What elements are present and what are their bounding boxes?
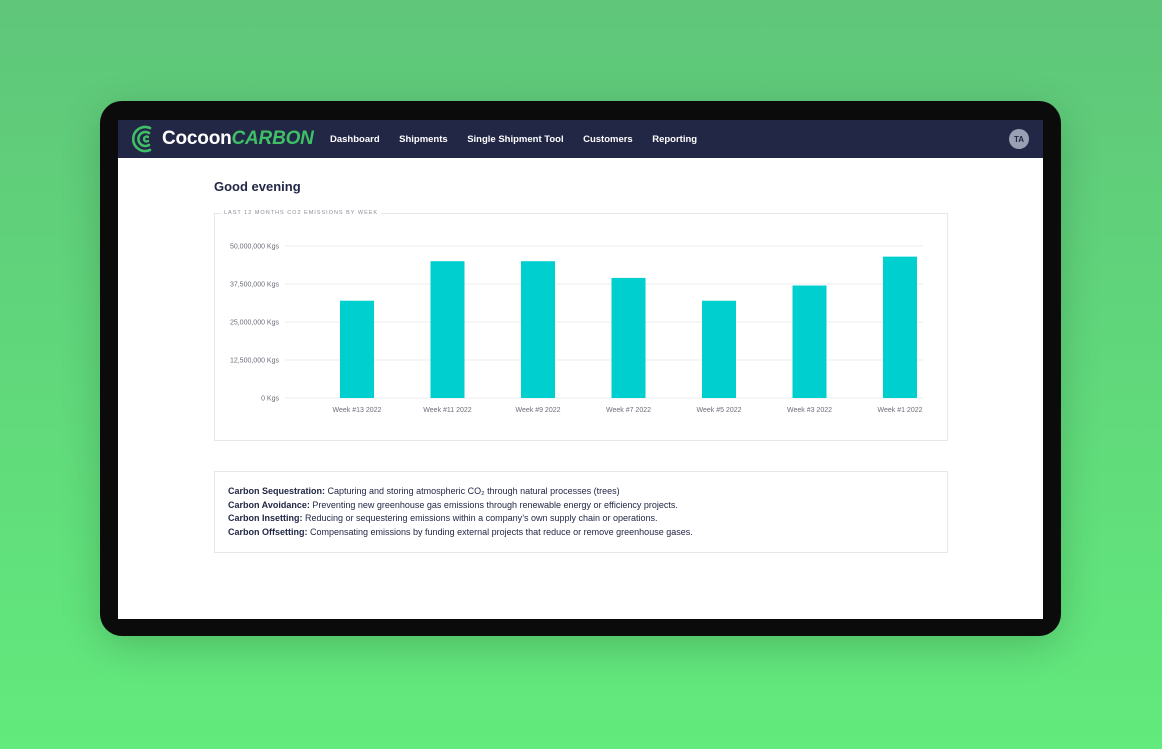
page-greeting: Good evening: [214, 179, 301, 194]
x-tick-label: Week #11 2022: [423, 407, 471, 414]
chart-title: LAST 12 MONTHS CO2 EMISSIONS BY WEEK: [221, 210, 382, 216]
cocoon-logo-icon: [131, 125, 152, 153]
user-avatar[interactable]: TA: [1009, 129, 1029, 149]
x-tick-label: Week #3 2022: [787, 407, 832, 414]
nav-single-shipment-tool[interactable]: Single Shipment Tool: [467, 133, 564, 145]
x-tick-label: Week #5 2022: [696, 407, 741, 414]
emissions-bar-chart: 50,000,000 Kgs 37,500,000 Kgs 25,000,000 K…: [230, 244, 923, 414]
main-nav: Dashboard Shipments Single Shipment Tool…: [330, 120, 717, 158]
y-tick-label: 25,000,000 Kgs: [230, 320, 280, 327]
y-tick-label: 37,500,000 Kgs: [230, 282, 280, 289]
bar[interactable]: [702, 300, 736, 398]
y-tick-label: 12,500,000 Kgs: [230, 358, 280, 365]
emissions-chart-card: 50,000,000 Kgs 37,500,000 Kgs 25,000,000 K…: [214, 210, 948, 441]
bar[interactable]: [792, 285, 827, 398]
definition-item: Carbon Insetting: Reducing or sequesteri…: [228, 512, 693, 526]
tablet-frame: CocoonCARBON Dashboard Shipments Single …: [100, 101, 1061, 636]
definition-item: Carbon Offsetting: Compensating emission…: [228, 526, 693, 540]
bar[interactable]: [521, 261, 555, 398]
bar[interactable]: [340, 300, 374, 398]
y-tick-label: 50,000,000 Kgs: [230, 244, 280, 251]
definitions-list: Carbon Sequestration: Capturing and stor…: [228, 485, 693, 539]
definition-text: Capturing and storing atmospheric CO₂ th…: [325, 486, 620, 496]
bar[interactable]: [430, 261, 465, 398]
definitions-card: Carbon Sequestration: Capturing and stor…: [214, 471, 948, 553]
nav-shipments[interactable]: Shipments: [399, 133, 448, 145]
nav-dashboard[interactable]: Dashboard: [330, 133, 380, 145]
x-tick-label: Week #13 2022: [333, 407, 382, 414]
definition-term: Carbon Avoidance:: [228, 499, 310, 510]
top-navbar: CocoonCARBON Dashboard Shipments Single …: [118, 120, 1043, 158]
brand-name-part2: CARBON: [231, 128, 314, 149]
x-tick-label: Week #7 2022: [606, 407, 651, 414]
brand-logo[interactable]: CocoonCARBON: [130, 122, 314, 156]
brand-wordmark: CocoonCARBON: [162, 128, 314, 150]
definition-term: Carbon Sequestration:: [228, 486, 326, 496]
bar[interactable]: [611, 277, 646, 398]
definition-item: Carbon Sequestration: Capturing and stor…: [228, 485, 693, 499]
bar[interactable]: [883, 256, 917, 398]
y-tick-label: 0 Kgs: [261, 396, 279, 403]
definition-item: Carbon Avoidance: Preventing new greenho…: [228, 499, 693, 513]
x-tick-label: Week #1 2022: [877, 407, 922, 414]
definition-text: Preventing new greenhouse gas emissions …: [309, 499, 678, 510]
definition-text: Reducing or sequestering emissions withi…: [302, 513, 658, 523]
nav-customers[interactable]: Customers: [583, 133, 633, 145]
definition-term: Carbon Insetting:: [228, 513, 303, 523]
brand-name-part1: Cocoon: [162, 128, 232, 149]
definition-term: Carbon Offsetting:: [228, 526, 308, 537]
definition-text: Compensating emissions by funding extern…: [307, 526, 693, 537]
app-screen: CocoonCARBON Dashboard Shipments Single …: [118, 120, 1043, 619]
nav-reporting[interactable]: Reporting: [652, 133, 698, 145]
x-tick-label: Week #9 2022: [515, 407, 560, 414]
